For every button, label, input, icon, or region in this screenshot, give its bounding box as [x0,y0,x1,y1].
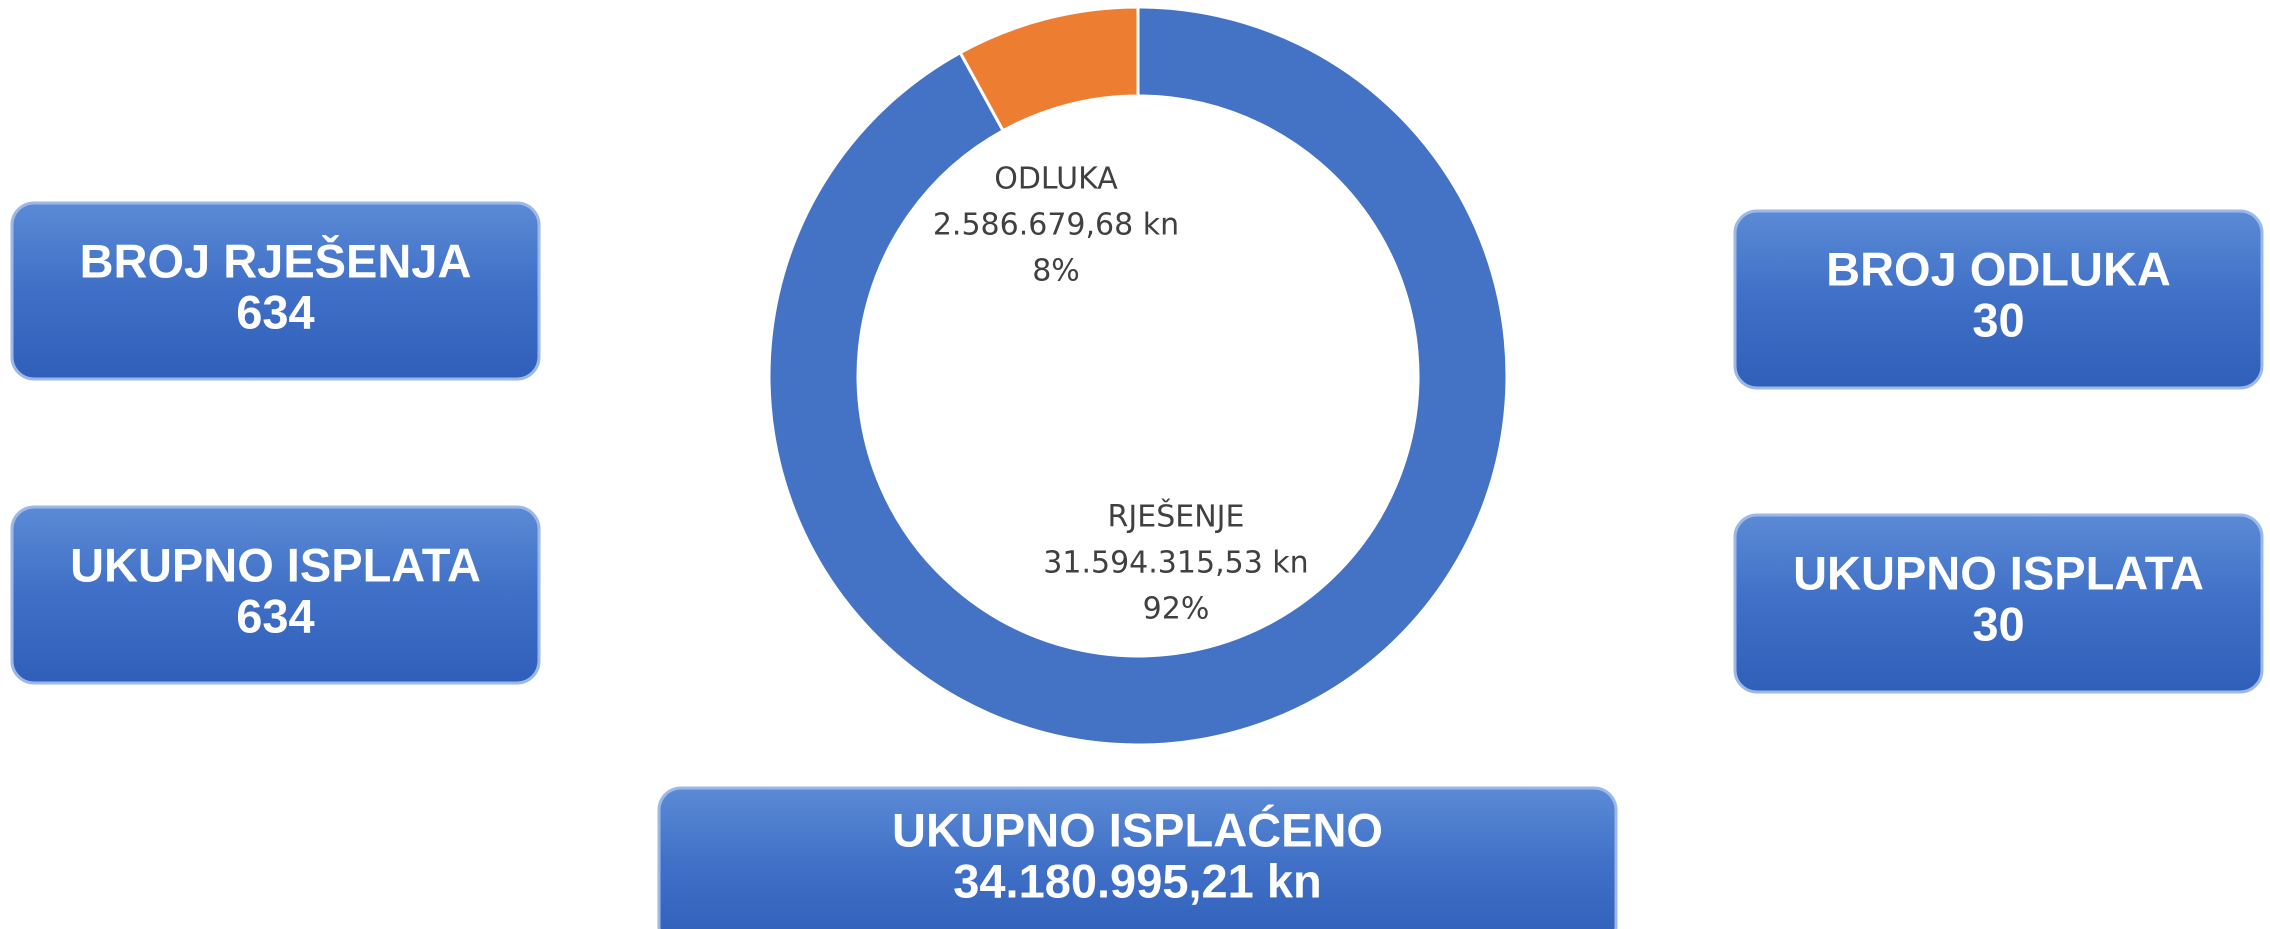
box-title: BROJ ODLUKA [1826,242,2171,295]
slice-percent: 8% [1032,254,1080,289]
box-value: 30 [1972,597,2024,650]
box-title: UKUPNO ISPLAĆENO [892,803,1383,856]
info-box [1733,209,2264,390]
slice-amount: 31.594.315,53 kn [1043,546,1308,581]
box-title: BROJ RJEŠENJA [80,234,472,287]
info-box [1733,513,2264,694]
donut-slice [767,5,1509,747]
info-box [10,505,541,685]
donut-slice [958,5,1140,133]
slice-category: RJEŠENJE [1108,498,1245,535]
box-title: UKUPNO ISPLATA [70,538,481,591]
slice-amount: 2.586.679,68 kn [933,208,1179,243]
box-value: 634 [236,285,314,338]
box-value: 34.180.995,21 kn [953,854,1321,907]
box-title: UKUPNO ISPLATA [1793,546,2204,599]
info-box [10,201,541,381]
slice-category: ODLUKA [994,162,1118,197]
slice-percent: 92% [1143,592,1210,627]
info-box [657,786,1618,929]
box-value: 30 [1972,293,2024,346]
box-value: 634 [236,589,314,642]
